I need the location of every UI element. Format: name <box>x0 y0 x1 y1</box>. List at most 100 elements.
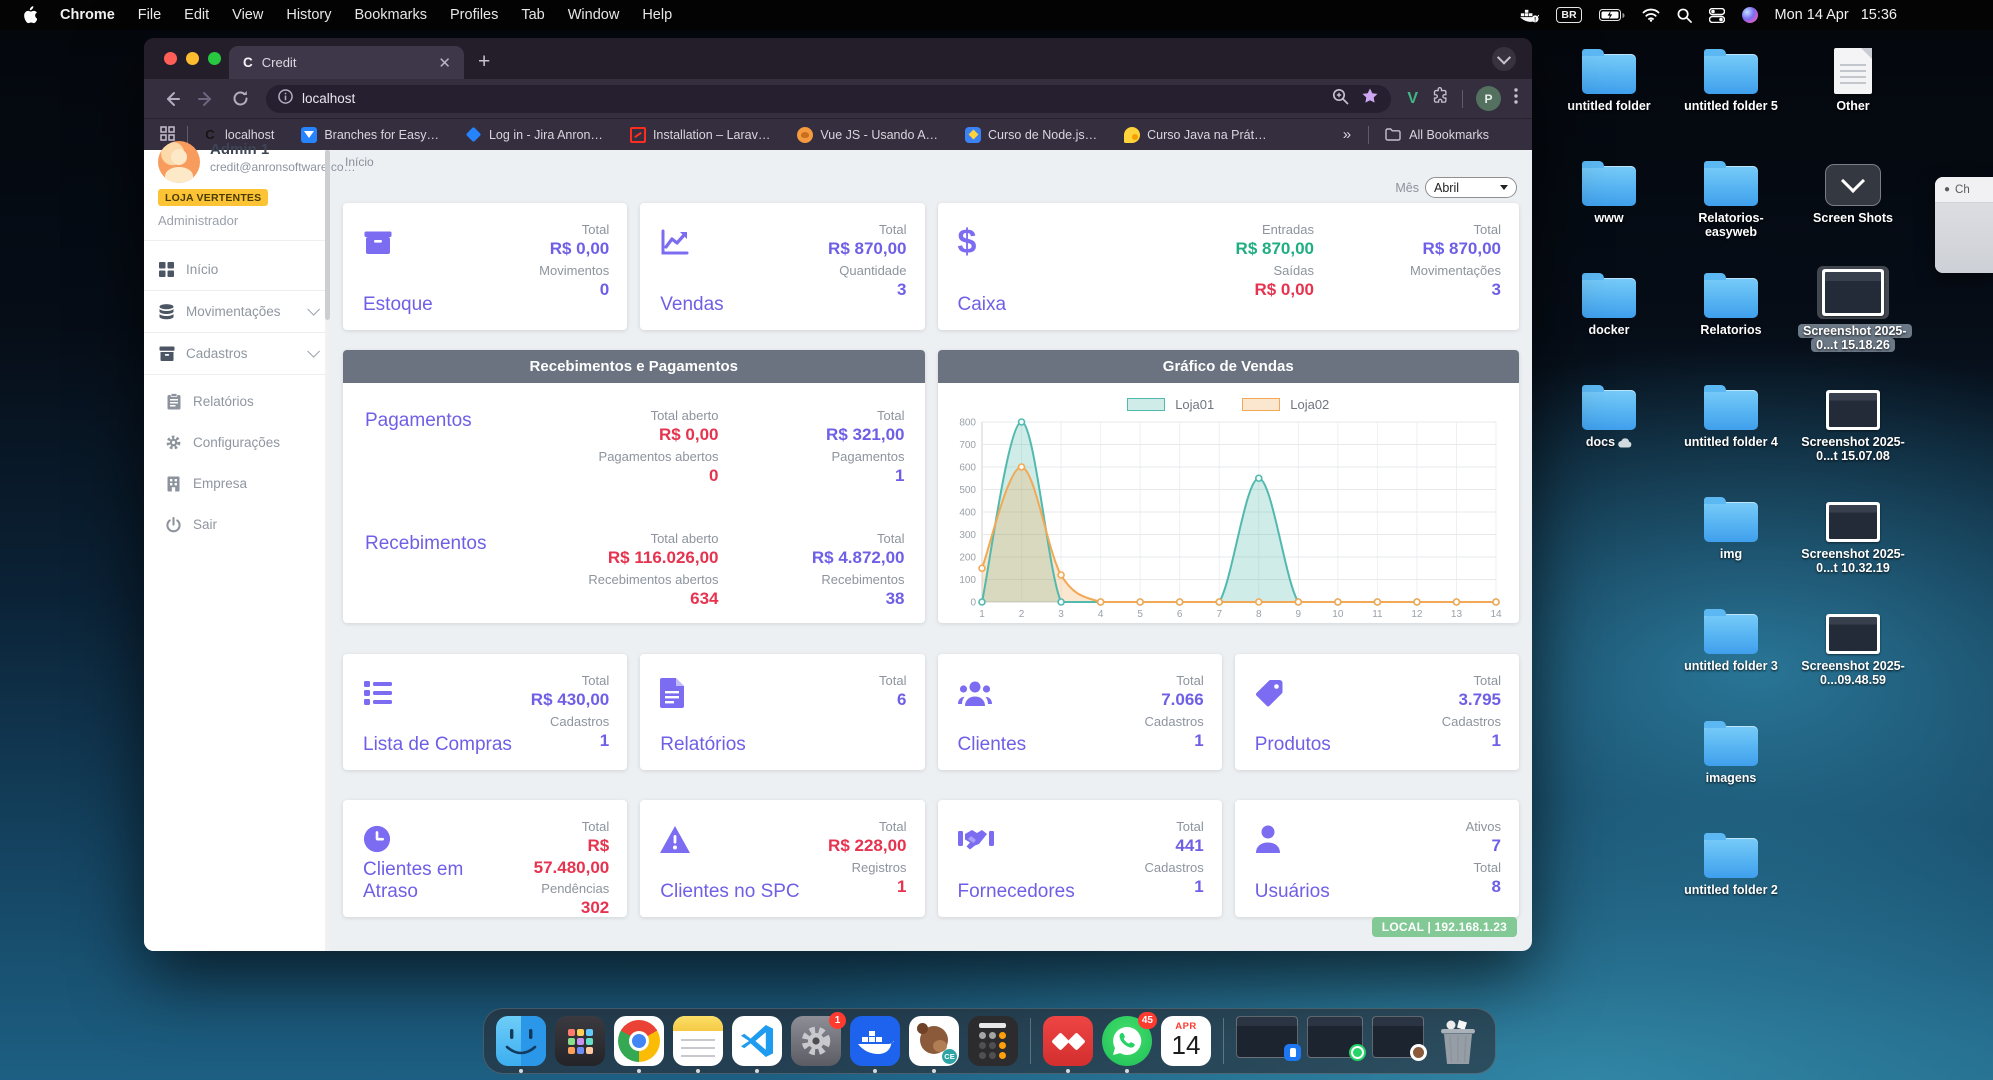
zoom-page-icon[interactable] <box>1332 88 1349 110</box>
sidebar-item-configuracoes[interactable]: Configurações <box>144 422 330 463</box>
card-produtos[interactable]: Produtos Total 3.795 Cadastros 1 <box>1234 654 1519 770</box>
bookmark-vuejs[interactable]: Vue JS - Usando A… <box>797 126 938 143</box>
tab-credit[interactable]: C Credit ✕ <box>229 46 464 79</box>
card-usuarios[interactable]: Usuários Ativos 7 Total 8 <box>1234 800 1519 917</box>
keyboard-layout-indicator[interactable]: BR <box>1556 7 1582 23</box>
dock-item-finder[interactable] <box>496 1016 546 1066</box>
url-text[interactable]: localhost <box>302 91 356 106</box>
dock-item-launchpad[interactable] <box>555 1016 605 1066</box>
bookmark-laravel[interactable]: Installation – Larav… <box>629 126 770 143</box>
dock-item-docker[interactable] <box>850 1016 900 1066</box>
desktop-icon-screen-shots[interactable]: Screen Shots <box>1797 160 1909 225</box>
desktop-icon-other[interactable]: Other <box>1797 48 1909 113</box>
menu-bar-clock[interactable]: Mon 14 Apr 15:36 <box>1775 7 1897 23</box>
all-bookmarks-button[interactable]: All Bookmarks <box>1385 128 1489 142</box>
siri-icon[interactable] <box>1741 7 1758 23</box>
dock-item-calendar[interactable]: APR 14 <box>1161 1016 1211 1066</box>
bookmark-bitbucket[interactable]: Branches for Easy… <box>301 126 439 143</box>
sidebar-item-empresa[interactable]: Empresa <box>144 463 330 504</box>
wifi-icon[interactable] <box>1642 8 1660 22</box>
month-select[interactable]: Abril <box>1425 177 1517 198</box>
desktop-icon-untitled-folder-4[interactable]: untitled folder 4 <box>1675 384 1787 449</box>
card-caixa[interactable]: $ Caixa Entradas R$ 870,00 Saídas R$ 0,0… <box>937 203 1519 330</box>
card-relatorios[interactable]: Relatórios Total 6 <box>640 654 925 770</box>
card-estoque[interactable]: Estoque Total R$ 0,00 Movimentos 0 <box>343 203 628 330</box>
bookmark-java[interactable]: Curso Java na Prát… <box>1124 126 1267 143</box>
desktop-icon-untitled-folder-5[interactable]: untitled folder 5 <box>1675 48 1787 113</box>
desktop-icon-screenshot-4[interactable]: Screenshot 2025-0...09.48.59 <box>1797 608 1909 688</box>
dock-item-trash[interactable] <box>1433 1016 1483 1066</box>
docker-status-icon[interactable]: ! <box>1520 7 1540 23</box>
menu-tab[interactable]: Tab <box>521 7 545 23</box>
sidebar-item-sair[interactable]: Sair <box>144 504 330 545</box>
control-center-icon[interactable] <box>1708 7 1725 23</box>
recebimentos-link[interactable]: Recebimentos <box>365 533 487 554</box>
desktop-icon-docker[interactable]: docker <box>1553 272 1665 337</box>
card-fornecedores[interactable]: Fornecedores Total 441 Cadastros 1 <box>937 800 1222 917</box>
close-window-button[interactable] <box>164 52 177 65</box>
menu-view[interactable]: View <box>232 7 264 23</box>
desktop-icon-screenshot-selected[interactable]: Screenshot 2025-0...t 15.18.26 <box>1797 266 1912 353</box>
menu-profiles[interactable]: Profiles <box>450 7 499 23</box>
menu-help[interactable]: Help <box>642 7 673 23</box>
back-button[interactable] <box>158 85 186 113</box>
card-lista-de-compras[interactable]: Lista de Compras Total R$ 430,00 Cadastr… <box>343 654 628 770</box>
dock-item-calculator[interactable] <box>968 1016 1018 1066</box>
dock-item-vscode[interactable] <box>732 1016 782 1066</box>
extensions-puzzle-icon[interactable] <box>1431 87 1449 110</box>
chart-legend[interactable]: Loja01 Loja02 <box>938 397 1520 412</box>
desktop-icon-screenshot-2[interactable]: Screenshot 2025-0...t 15.07.08 <box>1797 384 1909 464</box>
desktop-icon-relatorios[interactable]: Relatorios <box>1675 272 1787 337</box>
menu-bookmarks[interactable]: Bookmarks <box>354 7 427 23</box>
card-vendas[interactable]: Vendas Total R$ 870,00 Quantidade 3 <box>640 203 925 330</box>
dock-window-thumbnail-1[interactable] <box>1236 1016 1301 1066</box>
vue-devtools-icon[interactable]: V <box>1407 89 1418 107</box>
sidebar-item-inicio[interactable]: Início <box>144 249 330 290</box>
battery-icon[interactable] <box>1598 8 1625 22</box>
card-clientes-em-atraso[interactable]: Clientes em Atraso Total R$ 57.480,00 Pe… <box>343 800 628 917</box>
browser-menu-kebab-icon[interactable] <box>1514 88 1518 109</box>
card-clientes[interactable]: Clientes Total 7.066 Cadastros 1 <box>937 654 1222 770</box>
desktop-icon-untitled-folder[interactable]: untitled folder <box>1553 48 1665 113</box>
dock-item-whatsapp[interactable]: 45 <box>1102 1012 1157 1066</box>
desktop-icon-relatorios-easyweb[interactable]: Relatorios-easyweb <box>1675 160 1787 240</box>
tab-search-button[interactable] <box>1492 47 1516 71</box>
new-tab-button[interactable]: + <box>478 50 491 73</box>
sidebar-item-cadastros[interactable]: Cadastros <box>144 333 330 374</box>
desktop-icon-www[interactable]: www <box>1553 160 1665 225</box>
bookmark-jira[interactable]: Log in - Jira Anron… <box>466 127 603 143</box>
desktop-icon-docs[interactable]: docs <box>1553 384 1665 451</box>
card-clientes-no-spc[interactable]: Clientes no SPC Total R$ 228,00 Registro… <box>640 800 925 917</box>
bookmarks-overflow-chevron[interactable]: » <box>1342 126 1353 143</box>
sidebar-item-movimentacoes[interactable]: Movimentações <box>144 291 330 332</box>
menu-window[interactable]: Window <box>567 7 620 23</box>
menu-edit[interactable]: Edit <box>184 7 210 23</box>
spotlight-search-icon[interactable] <box>1677 8 1692 23</box>
dock-item-notes[interactable] <box>673 1016 723 1066</box>
sidebar-item-relatorios[interactable]: Relatórios <box>144 381 330 422</box>
desktop-icon-screenshot-3[interactable]: Screenshot 2025-0...t 10.32.19 <box>1797 496 1909 576</box>
dock-item-red-diamond-app[interactable] <box>1043 1016 1093 1066</box>
dock-item-chrome[interactable] <box>614 1016 664 1066</box>
bookmark-star-icon[interactable] <box>1361 87 1379 110</box>
bookmark-localhost[interactable]: C localhost <box>202 127 274 143</box>
menu-history[interactable]: History <box>286 7 332 23</box>
dock-item-dbeaver[interactable]: CE <box>909 1016 959 1066</box>
bookmark-nodejs[interactable]: Curso de Node.js… <box>965 126 1097 143</box>
pagamentos-link[interactable]: Pagamentos <box>365 410 472 431</box>
sidebar-scrollbar[interactable] <box>325 150 330 951</box>
minimize-window-button[interactable] <box>186 52 199 65</box>
fullscreen-window-button[interactable] <box>208 52 221 65</box>
desktop-icon-untitled-folder-3[interactable]: untitled folder 3 <box>1675 608 1787 673</box>
background-window-edge[interactable]: ● Ch <box>1935 177 1993 273</box>
desktop-icon-img[interactable]: img <box>1675 496 1787 561</box>
profile-avatar[interactable]: P <box>1476 86 1501 111</box>
forward-button[interactable] <box>192 85 220 113</box>
menu-app-name[interactable]: Chrome <box>60 7 115 23</box>
desktop-icon-imagens[interactable]: imagens <box>1675 720 1787 785</box>
address-bar[interactable]: localhost <box>266 84 1392 113</box>
site-info-icon[interactable] <box>278 88 293 109</box>
tab-close-icon[interactable]: ✕ <box>438 54 451 72</box>
apps-grid-icon[interactable] <box>160 125 175 144</box>
apple-logo-icon[interactable] <box>22 6 37 24</box>
